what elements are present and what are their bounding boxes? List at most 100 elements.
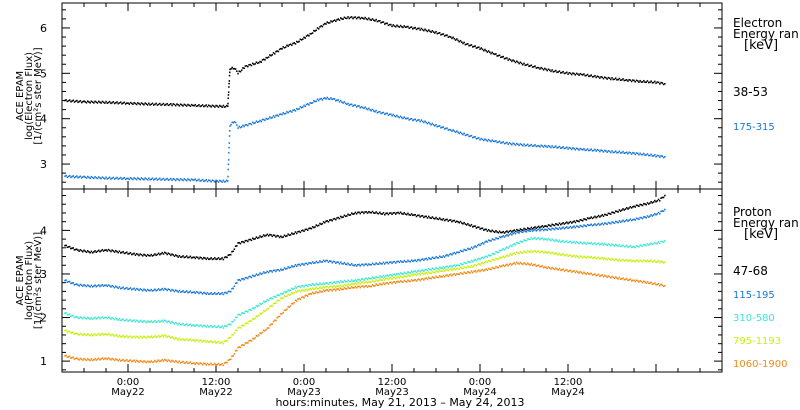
data-point [661,260,664,263]
data-point [498,236,501,238]
data-point [621,259,623,262]
data-point [320,283,322,286]
data-point [174,360,177,362]
data-point [105,333,107,335]
data-point [354,16,357,18]
data-point [300,285,303,287]
data-point [599,224,601,226]
data-point [338,262,341,265]
data-point [380,262,382,265]
data-point [608,212,611,215]
data-point [145,321,148,324]
data-point [353,104,355,107]
data-point [70,247,72,250]
data-point [596,75,599,78]
data-point [95,318,98,320]
data-point [177,178,179,181]
data-point [238,125,241,128]
data-point [597,214,600,217]
data-point [613,212,616,214]
data-point [221,362,223,365]
data-point [141,337,144,339]
data-point [650,281,652,284]
data-point [132,360,134,362]
data-point [541,237,544,239]
data-point [179,178,182,180]
data-point [614,258,617,260]
data-point [443,128,446,130]
data-point [64,244,66,247]
data-point [556,239,558,242]
data-point [319,98,321,100]
data-point [151,177,154,180]
data-point [416,119,419,122]
data-point [348,214,351,216]
data-point [403,271,406,274]
data-point [372,19,375,22]
data-point [204,362,206,365]
data-point [502,141,505,143]
data-point [445,266,447,268]
data-point [423,279,425,281]
data-point [85,177,88,179]
data-point [643,202,645,205]
data-point [200,179,203,182]
data-point [203,291,205,294]
data-point [498,256,501,259]
data-point [578,220,580,223]
data-point [584,242,586,244]
data-point [372,263,375,266]
data-point [500,56,502,59]
data-point [309,262,311,264]
data-point [205,341,208,343]
data-point [519,143,522,145]
data-point [161,287,164,290]
data-point [73,283,76,286]
data-point [469,44,472,47]
data-point [272,269,275,272]
data-point [405,275,408,278]
data-point [617,211,619,213]
data-point [655,284,657,286]
data-point [236,245,238,247]
data-point [658,242,661,245]
data-point [77,101,79,104]
data-point [90,100,93,103]
data-point [119,287,122,290]
data-point [646,243,649,245]
data-point [328,281,331,284]
data-point [258,304,260,307]
data-point [586,148,589,150]
data-point [375,262,377,264]
data-point [99,334,101,337]
data-point [581,148,584,151]
data-point [277,294,280,296]
data-point [658,199,661,202]
y-tick-label: 4 [40,113,47,126]
data-point [503,256,506,259]
data-point [78,100,81,103]
data-point [78,285,80,287]
data-point [287,293,289,296]
data-point [77,333,79,335]
data-point [540,66,542,69]
data-point [611,77,613,79]
data-point [568,270,571,272]
data-point [501,141,503,144]
data-point [217,340,220,343]
data-point [89,251,91,254]
data-point [480,257,483,259]
data-point [335,262,337,265]
data-point [403,274,406,277]
data-point [625,244,628,247]
data-point [404,272,407,275]
data-point [261,302,264,305]
y-axis-title: log(Electron Flux) [24,52,35,140]
data-point [94,357,96,360]
data-point [583,271,585,274]
data-point [427,267,430,270]
data-point [220,258,222,260]
data-point [535,238,538,241]
data-point [116,250,118,253]
data-point [129,177,132,179]
